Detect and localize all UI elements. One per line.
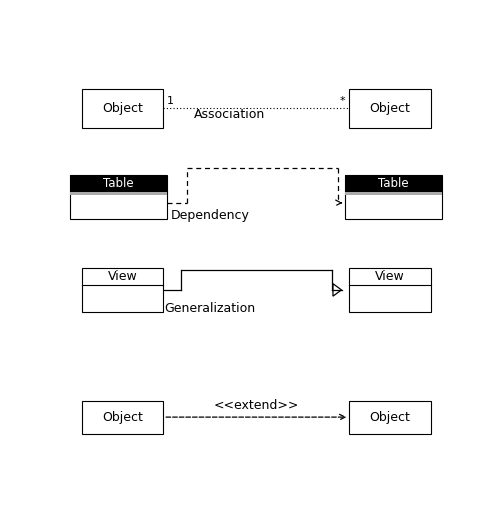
Bar [349, 400, 430, 434]
Bar [349, 89, 430, 128]
Bar [82, 400, 163, 434]
Bar [346, 175, 442, 193]
Bar [70, 175, 167, 193]
Text: Object: Object [370, 411, 410, 423]
Bar [70, 175, 167, 219]
Bar [82, 89, 163, 128]
Text: Object: Object [102, 411, 143, 423]
Bar [349, 268, 430, 312]
Text: Table: Table [104, 177, 134, 190]
Text: *: * [340, 96, 345, 106]
Text: View: View [375, 270, 405, 283]
Text: Dependency: Dependency [170, 209, 249, 222]
Text: Generalization: Generalization [164, 302, 256, 315]
Text: Table: Table [378, 177, 409, 190]
Text: <<extend>>: <<extend>> [214, 399, 299, 412]
Text: Object: Object [102, 102, 143, 115]
Text: 1: 1 [167, 96, 174, 106]
Bar [346, 193, 442, 195]
Bar [82, 268, 163, 312]
Bar [346, 175, 442, 219]
Text: Object: Object [370, 102, 410, 115]
Bar [70, 193, 167, 195]
Text: View: View [108, 270, 138, 283]
Text: Association: Association [194, 108, 265, 121]
